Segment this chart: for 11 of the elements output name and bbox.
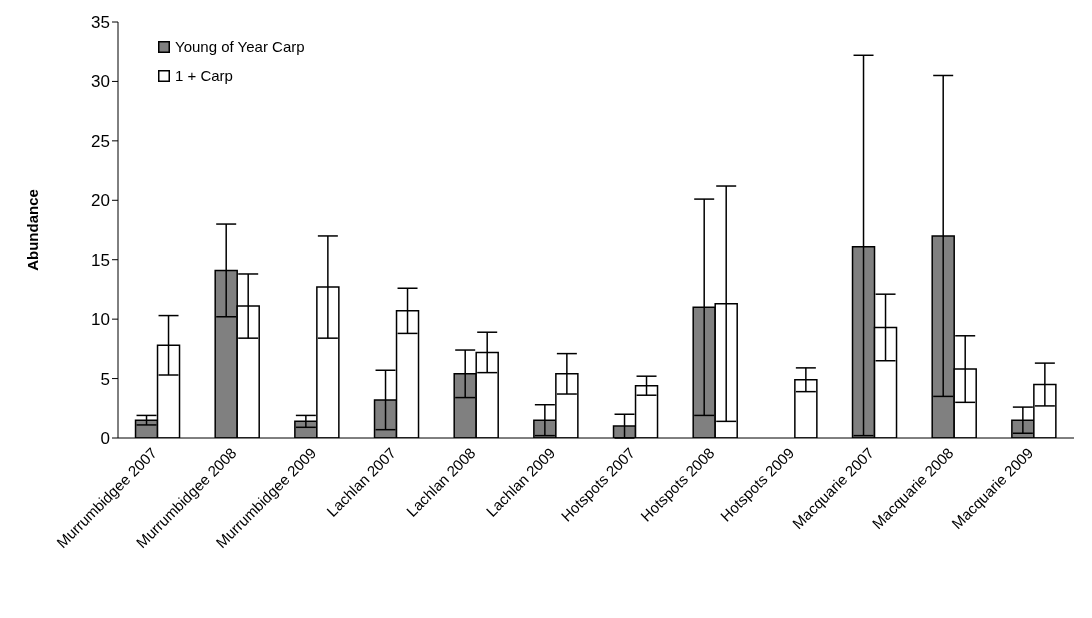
- y-tick-label: 20: [91, 191, 110, 211]
- y-tick-label: 5: [100, 369, 110, 389]
- y-tick-label: 25: [91, 131, 110, 151]
- y-tick-label: 10: [91, 310, 110, 330]
- y-tick-label: 35: [91, 13, 110, 33]
- y-axis-title: Abundance: [24, 189, 42, 271]
- y-tick-label: 0: [100, 429, 110, 449]
- y-tick-label: 15: [91, 250, 110, 270]
- legend-label: 1 + Carp: [175, 67, 233, 84]
- legend-label: Young of Year Carp: [175, 38, 305, 55]
- y-tick-label: 30: [91, 72, 110, 92]
